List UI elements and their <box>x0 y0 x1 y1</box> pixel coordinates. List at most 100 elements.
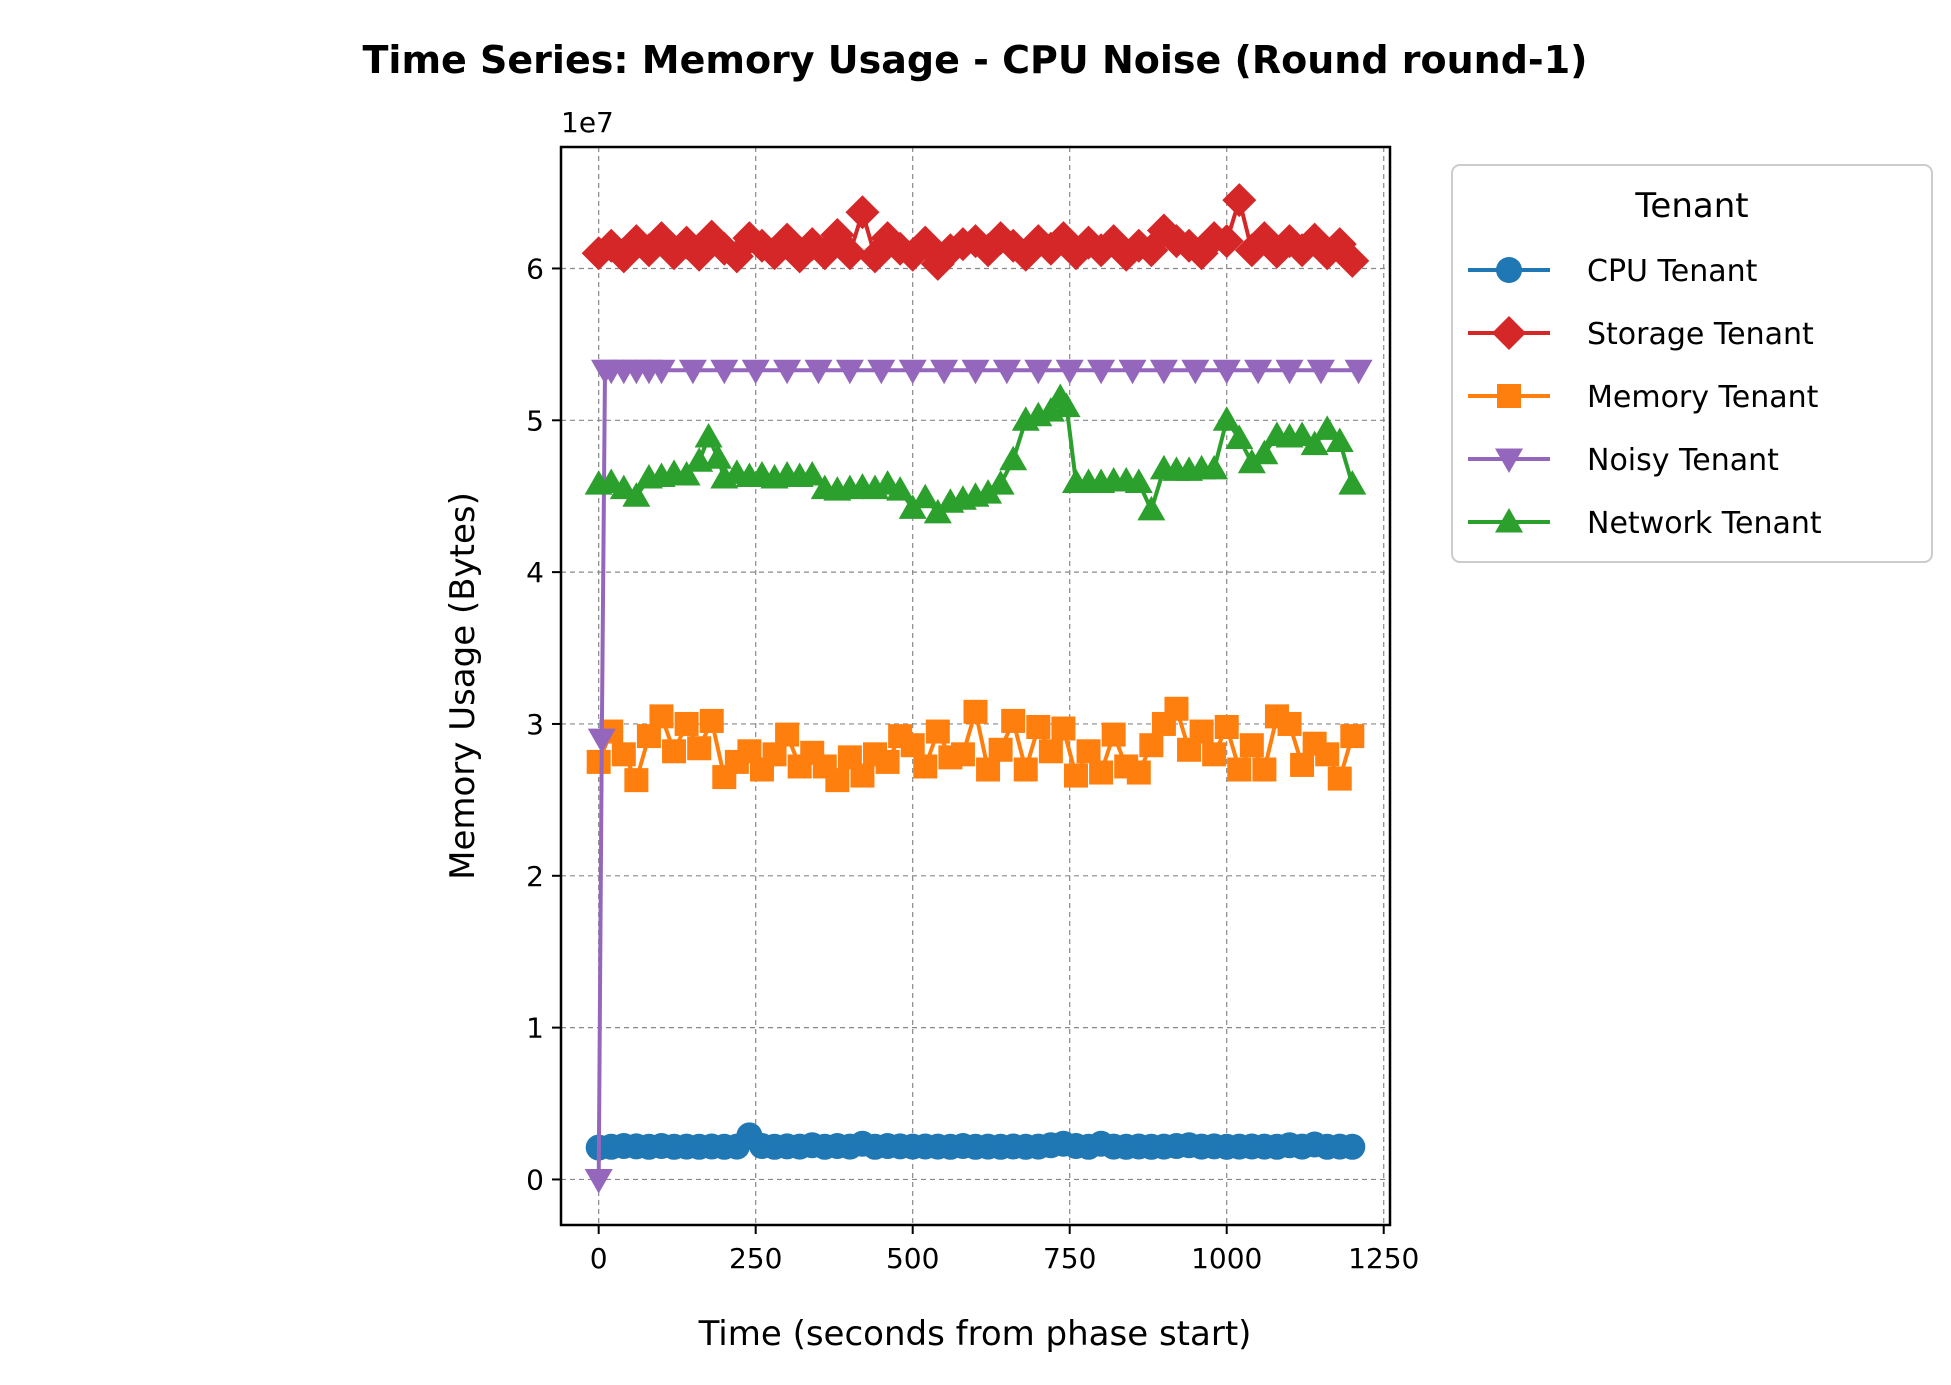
data-point-noisy-tenant <box>1055 359 1084 385</box>
data-point-storage-tenant <box>1021 224 1056 259</box>
legend: Tenant CPU Tenant Storage Tenant Memory Te… <box>1451 164 1933 563</box>
y-tick-label: 4 <box>526 556 544 589</box>
data-point-noisy-tenant <box>773 359 802 385</box>
data-point-network-tenant <box>974 479 1003 504</box>
data-point-storage-tenant <box>1096 224 1131 259</box>
data-point-memory-tenant <box>1252 757 1277 782</box>
data-point-noisy-tenant <box>1118 359 1147 385</box>
data-point-storage-tenant <box>958 224 993 259</box>
y-tick-label: 0 <box>526 1163 544 1196</box>
data-point-memory-tenant <box>988 737 1013 762</box>
data-point-memory-tenant <box>1315 742 1340 767</box>
legend-item-storage-tenant: Storage Tenant <box>1468 316 1814 352</box>
data-point-storage-tenant <box>1272 224 1307 259</box>
data-point-noisy-tenant <box>1149 359 1178 385</box>
data-point-storage-tenant <box>1172 228 1207 263</box>
data-point-storage-tenant <box>795 227 830 262</box>
data-point-memory-tenant <box>1139 733 1164 758</box>
legend-label-memory-tenant: Memory Tenant <box>1587 380 1819 415</box>
y-offset-label: 1e7 <box>561 106 614 139</box>
data-point-noisy-tenant <box>678 359 707 385</box>
data-point-noisy-tenant <box>584 1168 613 1194</box>
data-point-storage-tenant <box>1297 222 1332 257</box>
data-point-memory-tenant <box>1340 724 1365 749</box>
data-point-network-tenant <box>1212 406 1241 431</box>
data-point-memory-tenant <box>1101 722 1126 747</box>
data-point-noisy-tenant <box>835 359 864 385</box>
data-point-noisy-tenant <box>741 359 770 385</box>
data-point-memory-tenant <box>1076 739 1101 764</box>
data-point-network-tenant <box>694 422 723 448</box>
data-point-memory-tenant <box>674 711 699 736</box>
data-point-memory-tenant <box>1126 760 1151 785</box>
legend-marker-storage-tenant <box>1492 316 1526 350</box>
y-tick-label: 5 <box>526 404 544 437</box>
chart-title: Time Series: Memory Usage - CPU Noise (R… <box>363 38 1588 82</box>
legend-marker-cpu-tenant <box>1496 257 1522 283</box>
data-point-noisy-tenant <box>961 359 990 385</box>
data-point-storage-tenant <box>770 222 805 257</box>
data-point-storage-tenant <box>744 228 779 263</box>
data-point-memory-tenant <box>1277 711 1302 736</box>
data-point-memory-tenant <box>900 733 925 758</box>
legend-marker-network-tenant <box>1495 508 1523 533</box>
data-point-memory-tenant <box>649 704 674 729</box>
x-tick-label: 0 <box>590 1242 608 1275</box>
series-storage-tenant <box>581 183 1370 281</box>
data-point-memory-tenant <box>913 754 938 779</box>
legend-label-storage-tenant: Storage Tenant <box>1587 317 1814 352</box>
data-point-memory-tenant <box>1164 696 1189 721</box>
legend-label-network-tenant: Network Tenant <box>1587 506 1822 541</box>
data-point-network-tenant <box>1250 439 1279 465</box>
data-point-noisy-tenant <box>992 359 1021 385</box>
data-point-noisy-tenant <box>1275 359 1304 385</box>
data-point-network-tenant <box>704 444 733 469</box>
data-point-noisy-tenant <box>1344 359 1373 385</box>
data-point-storage-tenant <box>669 225 704 260</box>
data-point-memory-tenant <box>662 739 687 764</box>
data-point-noisy-tenant <box>1212 359 1241 385</box>
data-point-memory-tenant <box>1013 757 1038 782</box>
data-point-noisy-tenant <box>1181 359 1210 385</box>
plot-frame <box>559 145 1392 1227</box>
data-point-network-tenant <box>999 445 1028 471</box>
data-point-network-tenant <box>886 476 915 501</box>
data-point-network-tenant <box>986 470 1015 495</box>
legend-title: Tenant <box>1634 186 1748 226</box>
data-point-memory-tenant <box>775 722 800 747</box>
data-point-network-tenant <box>1052 392 1081 418</box>
data-point-storage-tenant <box>1209 224 1244 259</box>
data-point-memory-tenant <box>1202 742 1227 767</box>
legend-marker-memory-tenant <box>1497 384 1521 408</box>
y-tick-label: 1 <box>526 1012 544 1045</box>
grid <box>561 147 1390 1225</box>
data-point-network-tenant <box>1200 454 1229 480</box>
legend-label-cpu-tenant: CPU Tenant <box>1587 254 1758 289</box>
data-point-memory-tenant <box>624 768 649 793</box>
y-tick-label: 3 <box>526 708 544 741</box>
data-point-memory-tenant <box>1227 757 1252 782</box>
data-point-noisy-tenant <box>587 728 616 754</box>
data-point-noisy-tenant <box>804 359 833 385</box>
data-point-memory-tenant <box>1001 708 1026 733</box>
data-point-memory-tenant <box>611 742 636 767</box>
data-point-storage-tenant <box>619 224 654 259</box>
data-point-storage-tenant <box>1121 228 1156 263</box>
data-point-cpu-tenant <box>1339 1133 1366 1160</box>
data-point-network-tenant <box>798 460 827 486</box>
legend-item-memory-tenant: Memory Tenant <box>1468 380 1819 415</box>
data-point-noisy-tenant <box>867 359 896 385</box>
x-tick-label: 1000 <box>1191 1242 1262 1275</box>
data-point-memory-tenant <box>1239 733 1264 758</box>
data-point-memory-tenant <box>586 749 611 774</box>
data-point-noisy-tenant <box>898 359 927 385</box>
data-point-memory-tenant <box>699 708 724 733</box>
data-point-noisy-tenant <box>710 359 739 385</box>
data-point-network-tenant <box>1237 448 1266 474</box>
data-point-memory-tenant <box>1214 714 1239 739</box>
data-point-memory-tenant <box>875 749 900 774</box>
data-point-memory-tenant <box>1290 752 1315 777</box>
data-point-memory-tenant <box>950 742 975 767</box>
data-point-memory-tenant <box>1051 716 1076 741</box>
